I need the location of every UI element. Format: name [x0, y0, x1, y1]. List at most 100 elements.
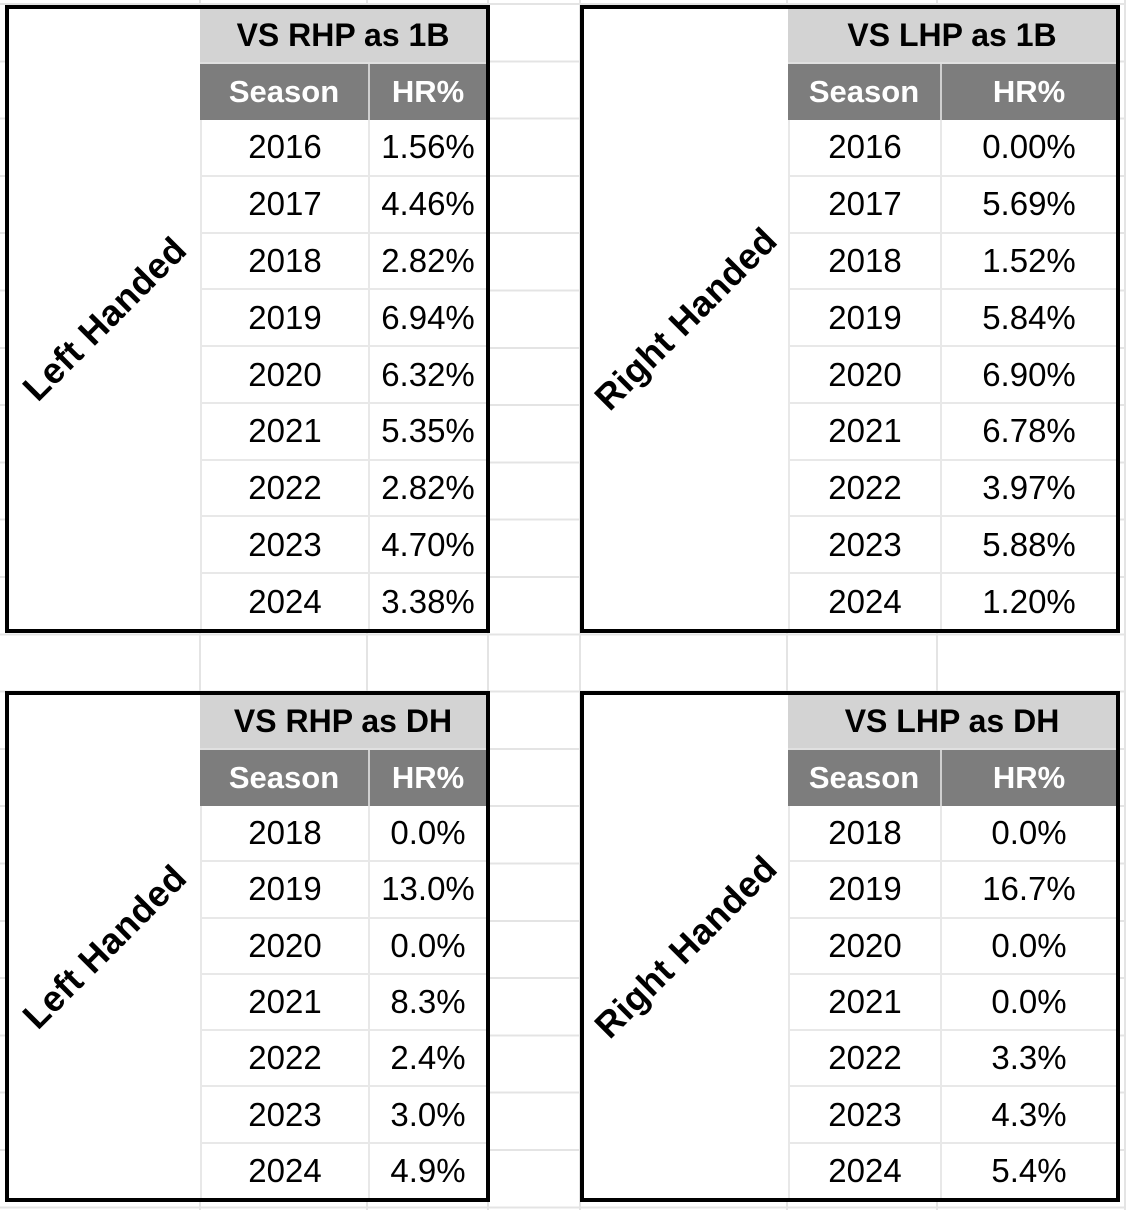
- season-cell[interactable]: 2019: [788, 290, 940, 346]
- hr-percent-cell[interactable]: 2.82%: [368, 233, 486, 289]
- hr-percent-cell[interactable]: 6.32%: [368, 347, 486, 402]
- season-cell[interactable]: 2022: [788, 460, 940, 516]
- side-label-cell[interactable]: Right Handed: [584, 9, 788, 629]
- season-column-header[interactable]: Season: [788, 64, 940, 120]
- table-row: 2023 5.88%: [788, 517, 1116, 575]
- hr-percent-cell[interactable]: 3.97%: [940, 460, 1116, 516]
- table-row: 2018 0.0%: [788, 806, 1116, 863]
- quadrant-vs-lhp-as-dh: Right Handed VS LHP as DH Season HR% 201…: [580, 691, 1120, 1202]
- season-cell[interactable]: 2023: [200, 517, 368, 573]
- season-cell[interactable]: 2019: [200, 862, 368, 917]
- hr-percent-cell[interactable]: 6.78%: [940, 403, 1116, 459]
- season-cell[interactable]: 2023: [788, 517, 940, 573]
- season-column-header[interactable]: Season: [200, 750, 368, 806]
- hr-percent-cell[interactable]: 3.38%: [368, 574, 486, 630]
- table-body: 2016 0.00% 2017 5.69% 2018 1.52% 2019 5.84% 2020…: [788, 120, 1116, 630]
- table-header-row: Season HR%: [788, 748, 1116, 806]
- hr-percent-cell[interactable]: 8.3%: [368, 974, 486, 1030]
- hr-percent-cell[interactable]: 6.94%: [368, 290, 486, 346]
- table-row: 2023 4.3%: [788, 1087, 1116, 1144]
- season-cell[interactable]: 2022: [788, 1031, 940, 1086]
- season-cell[interactable]: 2022: [200, 1031, 368, 1086]
- hr-percent-cell[interactable]: 4.46%: [368, 176, 486, 232]
- season-cell[interactable]: 2020: [788, 918, 940, 973]
- season-cell[interactable]: 2020: [200, 918, 368, 973]
- season-cell[interactable]: 2022: [200, 460, 368, 516]
- table-row: 2022 3.3%: [788, 1031, 1116, 1088]
- season-cell[interactable]: 2020: [788, 347, 940, 402]
- hr-percent-cell[interactable]: 5.35%: [368, 403, 486, 459]
- hr-percent-cell[interactable]: 5.69%: [940, 176, 1116, 232]
- hr-percent-cell[interactable]: 5.4%: [940, 1143, 1116, 1198]
- season-cell[interactable]: 2021: [788, 403, 940, 459]
- season-cell[interactable]: 2020: [200, 347, 368, 402]
- hr-percent-cell[interactable]: 3.3%: [940, 1031, 1116, 1086]
- table-row: 2021 5.35%: [200, 403, 486, 461]
- hr-percent-cell[interactable]: 1.52%: [940, 233, 1116, 289]
- season-cell[interactable]: 2024: [788, 574, 940, 630]
- hr-percent-cell[interactable]: 6.90%: [940, 347, 1116, 402]
- hr-percent-cell[interactable]: 0.0%: [940, 974, 1116, 1030]
- hr-percent-cell[interactable]: 0.0%: [940, 806, 1116, 861]
- season-cell[interactable]: 2023: [200, 1087, 368, 1142]
- table-row: 2022 3.97%: [788, 460, 1116, 518]
- season-cell[interactable]: 2021: [200, 974, 368, 1030]
- table-row: 2017 5.69%: [788, 176, 1116, 234]
- side-label-cell[interactable]: Left Handed: [9, 9, 200, 629]
- season-cell[interactable]: 2021: [788, 974, 940, 1030]
- hr-percent-cell[interactable]: 0.0%: [368, 918, 486, 973]
- hr-percent-cell[interactable]: 3.0%: [368, 1087, 486, 1142]
- hr-percent-cell[interactable]: 5.84%: [940, 290, 1116, 346]
- hr-percent-cell[interactable]: 13.0%: [368, 862, 486, 917]
- season-cell[interactable]: 2017: [788, 176, 940, 232]
- season-cell[interactable]: 2019: [200, 290, 368, 346]
- hr-percent-column-header[interactable]: HR%: [940, 750, 1116, 806]
- hr-percent-cell[interactable]: 0.0%: [940, 918, 1116, 973]
- season-cell[interactable]: 2018: [788, 233, 940, 289]
- table-row: 2019 13.0%: [200, 862, 486, 919]
- hr-percent-cell[interactable]: 0.00%: [940, 120, 1116, 175]
- season-cell[interactable]: 2023: [788, 1087, 940, 1142]
- season-cell[interactable]: 2024: [788, 1143, 940, 1198]
- season-cell[interactable]: 2018: [200, 233, 368, 289]
- hr-percent-cell[interactable]: 2.82%: [368, 460, 486, 516]
- table-row: 2020 6.32%: [200, 347, 486, 404]
- table-title-cell[interactable]: VS LHP as 1B: [788, 9, 1116, 62]
- season-cell[interactable]: 2016: [200, 120, 368, 175]
- season-cell[interactable]: 2019: [788, 862, 940, 917]
- hr-percent-cell[interactable]: 16.7%: [940, 862, 1116, 917]
- side-label-cell[interactable]: Right Handed: [584, 695, 788, 1198]
- table-title-cell[interactable]: VS LHP as DH: [788, 695, 1116, 748]
- season-cell[interactable]: 2018: [788, 806, 940, 861]
- hr-percent-cell[interactable]: 0.0%: [368, 806, 486, 861]
- table-row: 2018 1.52%: [788, 233, 1116, 291]
- season-cell[interactable]: 2017: [200, 176, 368, 232]
- season-cell[interactable]: 2018: [200, 806, 368, 861]
- table-title-cell[interactable]: VS RHP as DH: [200, 695, 486, 748]
- hr-percent-cell[interactable]: 4.9%: [368, 1143, 486, 1198]
- table-body: 2016 1.56% 2017 4.46% 2018 2.82% 2019 6.94% 2020…: [200, 120, 486, 630]
- season-column-header[interactable]: Season: [200, 64, 368, 120]
- table-row: 2024 5.4%: [788, 1143, 1116, 1198]
- table-row: 2020 0.0%: [788, 918, 1116, 975]
- table-row: 2019 16.7%: [788, 862, 1116, 919]
- hr-percent-cell[interactable]: 2.4%: [368, 1031, 486, 1086]
- hr-percent-cell[interactable]: 1.20%: [940, 574, 1116, 630]
- hr-percent-column-header[interactable]: HR%: [940, 64, 1116, 120]
- hr-percent-cell[interactable]: 4.3%: [940, 1087, 1116, 1142]
- season-cell[interactable]: 2024: [200, 574, 368, 630]
- season-cell[interactable]: 2016: [788, 120, 940, 175]
- hr-percent-cell[interactable]: 5.88%: [940, 517, 1116, 573]
- side-label-cell[interactable]: Left Handed: [9, 695, 200, 1198]
- season-column-header[interactable]: Season: [788, 750, 940, 806]
- hr-percent-cell[interactable]: 1.56%: [368, 120, 486, 175]
- table-body: 2018 0.0% 2019 16.7% 2020 0.0% 2021 0.0% 2022 3.3…: [788, 806, 1116, 1198]
- side-label-text: Left Handed: [14, 228, 195, 409]
- hr-percent-cell[interactable]: 4.70%: [368, 517, 486, 573]
- table-title-cell[interactable]: VS RHP as 1B: [200, 9, 486, 62]
- hr-percent-column-header[interactable]: HR%: [368, 750, 486, 806]
- season-cell[interactable]: 2021: [200, 403, 368, 459]
- hr-percent-column-header[interactable]: HR%: [368, 64, 486, 120]
- table-row: 2020 0.0%: [200, 918, 486, 975]
- season-cell[interactable]: 2024: [200, 1143, 368, 1198]
